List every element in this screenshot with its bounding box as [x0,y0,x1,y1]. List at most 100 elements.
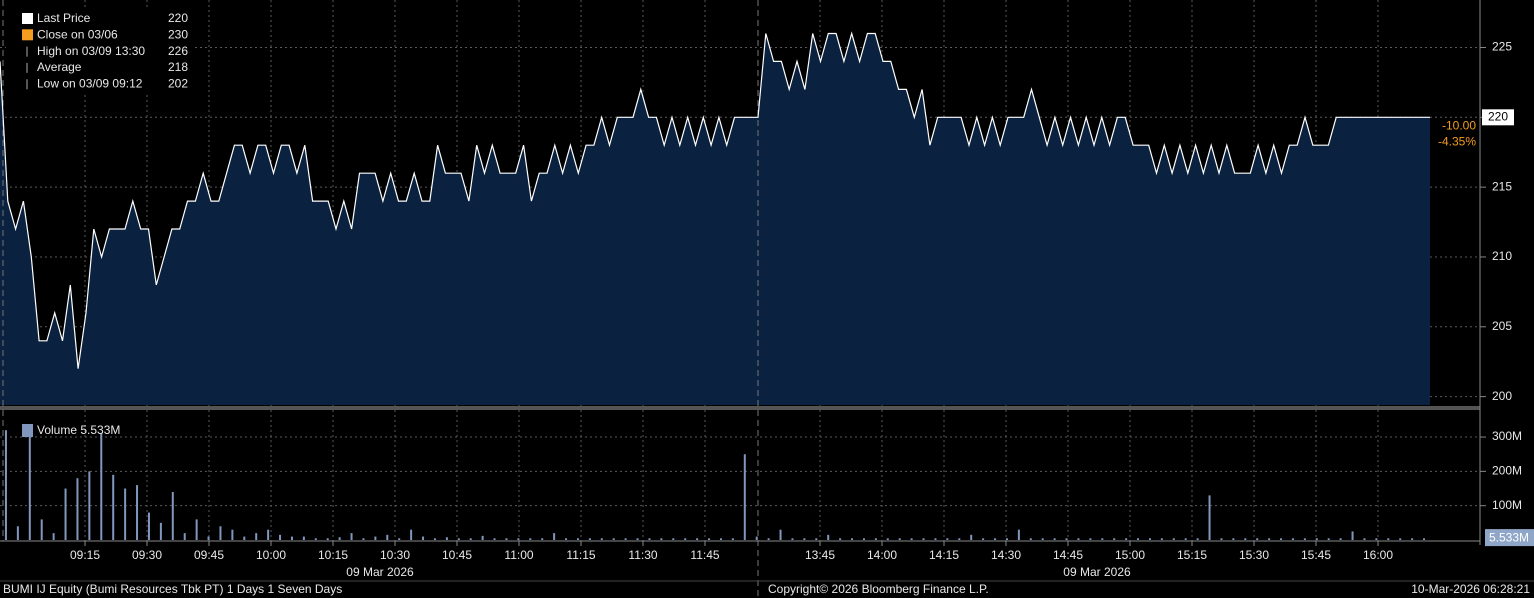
legend-label: Volume 5.533M [37,423,120,437]
volume-bar [934,538,937,540]
x-tick-label: 10:30 [380,548,410,562]
volume-bar [576,538,579,540]
volume-bar [612,538,615,540]
y-tick-label: 100M [1492,498,1522,512]
change-pct: -4.35% [1438,134,1476,148]
volume-bar [481,535,484,540]
volume-bar [922,538,925,540]
volume-bar [1315,538,1318,540]
volume-bar [433,538,436,540]
legend-swatch [22,29,33,41]
legend-label: Low on 03/09 09:12 [37,76,143,90]
volume-bar [28,437,31,540]
volume-bar [398,538,401,540]
volume-bar [553,533,556,540]
volume-bar [851,538,854,540]
volume-bar [994,538,997,540]
date-label: 09 Mar 2026 [1063,565,1131,579]
volume-bar [267,529,270,540]
volume-bar [64,488,67,540]
y-tick-label: 200 [1492,389,1512,403]
volume-bar [1375,538,1378,540]
volume-bar [588,538,591,540]
y-tick-label: 225 [1492,40,1512,54]
price-marker: 220 [1488,109,1508,123]
volume-bar [231,529,234,540]
legend-value: 230 [168,27,188,41]
legend-value: 220 [168,11,188,25]
volume-bar [1363,538,1366,540]
volume-bar [1268,538,1271,540]
volume-bar [839,538,842,540]
volume-bar [1160,538,1163,540]
volume-bar [279,534,282,540]
volume-bar [52,533,55,540]
volume-bar [445,537,448,540]
volume-bar [40,519,43,540]
x-tick-label: 09:15 [70,548,100,562]
volume-bar [362,538,365,540]
volume-bar [136,485,139,540]
change: -10.00 [1442,118,1476,132]
x-tick-label: 09:45 [194,548,224,562]
volume-bar [243,536,246,540]
volume-bar [1220,538,1223,540]
volume-bar [541,538,544,540]
legend-value: 226 [168,44,188,58]
x-tick-label: 15:00 [1115,548,1145,562]
legend-value: 202 [168,76,188,90]
x-tick-label: 10:45 [442,548,472,562]
volume-bar [1423,538,1426,540]
legend-label: Last Price [37,11,91,25]
volume-bar [1196,538,1199,540]
volume-bar [493,538,496,540]
volume-bar [171,491,174,540]
y-tick-label: 205 [1492,319,1512,333]
volume-bar [517,538,520,540]
volume-bar [1041,538,1044,540]
x-tick-label: 11:00 [504,548,533,562]
volume-bar [1089,538,1092,540]
volume-bar [755,536,758,540]
volume-bar [457,538,460,540]
volume-bar [827,534,830,540]
volume-marker: 5.533M [1489,530,1529,544]
volume-bar [684,538,687,540]
legend-label: Average [37,60,82,74]
volume-bar [374,536,377,540]
volume-bar [648,538,651,540]
volume-bar [815,538,818,540]
volume-bar [696,538,699,540]
volume-bar [1399,538,1402,540]
volume-bar [338,537,341,540]
footer-left: BUMI IJ Equity (Bumi Resources Tbk PT) 1… [3,582,342,596]
volume-bar [1208,495,1211,540]
volume-bar [1065,538,1068,540]
volume-bar [624,538,627,540]
date-label: 09 Mar 2026 [346,565,414,579]
x-tick-label: 13:45 [805,548,835,562]
volume-bar [326,538,329,540]
volume-bar [207,536,210,540]
volume-bar [565,538,568,540]
volume-bar [1387,538,1390,540]
x-tick-label: 15:45 [1301,548,1331,562]
volume-bar [302,536,305,540]
volume-bar [1339,538,1342,540]
volume-bar [529,538,532,540]
volume-bar [16,526,19,540]
volume-bar [1077,538,1080,540]
volume-bar [1291,538,1294,540]
legend-label: High on 03/09 13:30 [37,44,145,58]
volume-bar [1029,538,1032,540]
volume-bar [1303,538,1306,540]
footer-right: 10-Mar-2026 06:28:21 [1411,582,1530,596]
volume-bar [147,512,150,540]
volume-bar [1244,538,1247,540]
x-tick-label: 14:30 [991,548,1021,562]
x-tick-label: 15:15 [1177,548,1207,562]
volume-bar [791,538,794,540]
x-tick-label: 14:45 [1053,548,1083,562]
x-tick-label: 16:00 [1363,548,1393,562]
volume-bar [731,538,734,540]
